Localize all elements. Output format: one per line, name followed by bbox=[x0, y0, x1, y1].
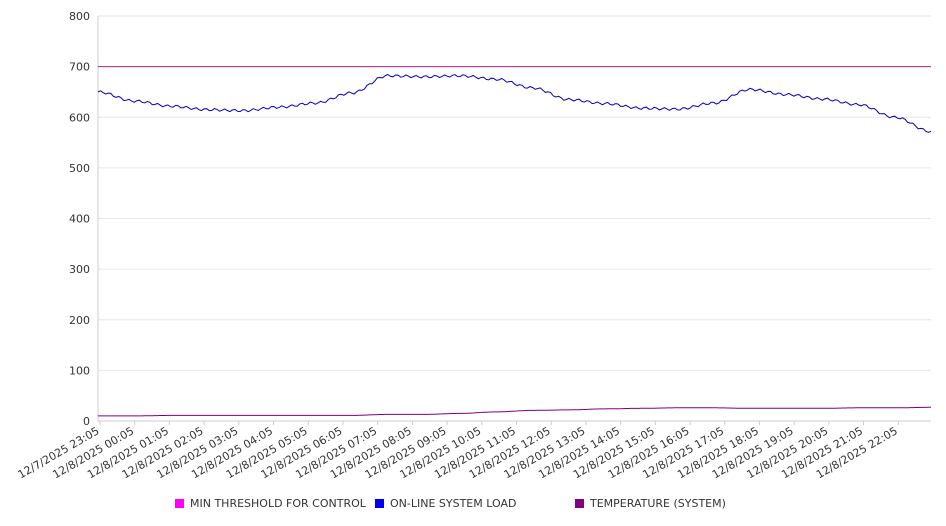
legend-label-min-threshold: MIN THRESHOLD FOR CONTROL bbox=[190, 497, 366, 510]
y-axis: 0 100 200 300 400 500 600 700 800 bbox=[69, 10, 99, 428]
legend: MIN THRESHOLD FOR CONTROL ON-LINE SYSTEM… bbox=[0, 497, 946, 515]
legend-swatch-temperature bbox=[575, 499, 584, 508]
y-tick-label: 600 bbox=[69, 111, 90, 124]
legend-item-temperature[interactable]: TEMPERATURE (SYSTEM) bbox=[575, 497, 726, 510]
legend-swatch-min-threshold bbox=[175, 499, 184, 508]
y-tick-label: 0 bbox=[83, 415, 90, 428]
gridlines bbox=[98, 15, 931, 371]
series-lines bbox=[97, 66, 932, 417]
legend-label-system-load: ON-LINE SYSTEM LOAD bbox=[390, 497, 517, 510]
y-tick-label: 700 bbox=[69, 61, 90, 74]
y-tick-label: 800 bbox=[69, 10, 90, 23]
legend-label-temperature: TEMPERATURE (SYSTEM) bbox=[590, 497, 726, 510]
y-tick-label: 300 bbox=[69, 263, 90, 276]
legend-item-min-threshold[interactable]: MIN THRESHOLD FOR CONTROL bbox=[175, 497, 366, 510]
y-tick-label: 200 bbox=[69, 314, 90, 327]
y-tick-label: 400 bbox=[69, 213, 90, 226]
legend-swatch-system-load bbox=[375, 499, 384, 508]
y-tick-label: 100 bbox=[69, 364, 90, 377]
y-tick-label: 500 bbox=[69, 162, 90, 175]
series-line-temperature-system bbox=[98, 406, 931, 417]
legend-item-system-load[interactable]: ON-LINE SYSTEM LOAD bbox=[375, 497, 516, 510]
series-line-on-line-system-load bbox=[97, 73, 932, 133]
